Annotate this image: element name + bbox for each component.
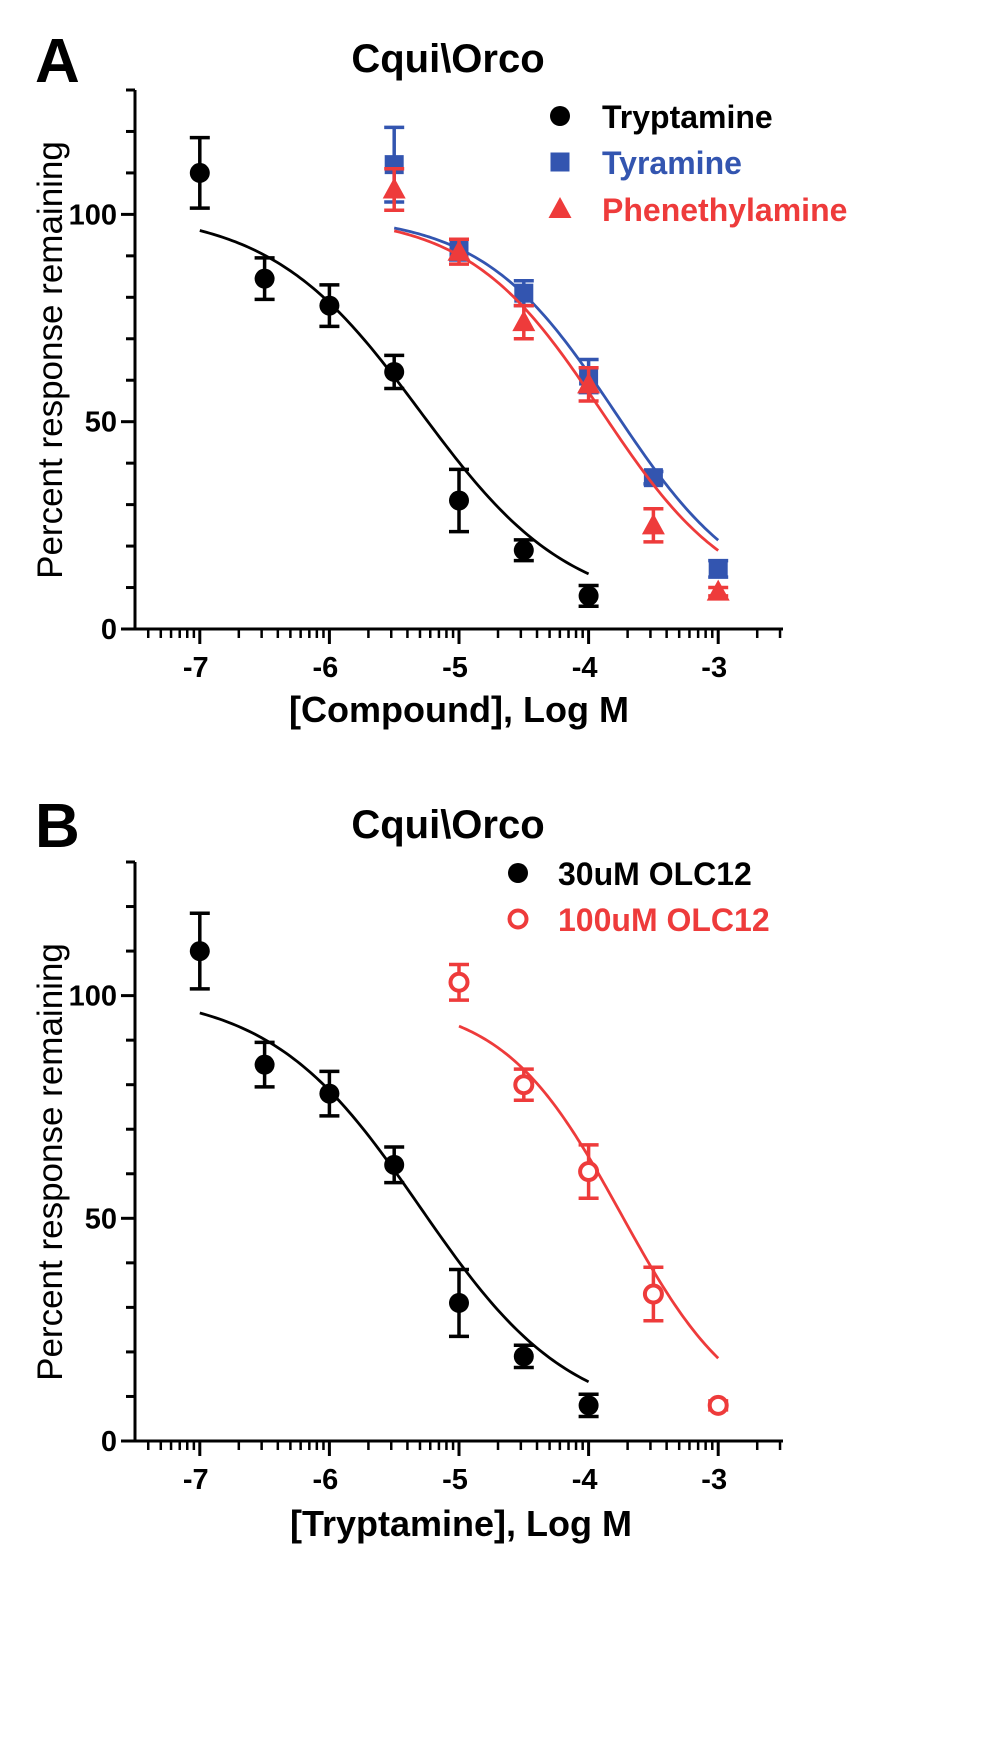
data-point — [708, 559, 728, 579]
x-tick-label: -7 — [183, 1464, 209, 1496]
fit-curve — [393, 226, 720, 542]
fit-curve — [393, 229, 720, 552]
legend-label: Tryptamine — [602, 99, 773, 135]
chart-title: Cqui\Orco — [351, 803, 544, 847]
data-point — [513, 1346, 534, 1367]
data-point — [449, 490, 469, 511]
data-point — [514, 283, 534, 303]
legend-marker — [507, 908, 529, 930]
series-phenethylamine — [382, 167, 730, 601]
chart-title: Cqui\Orco — [351, 37, 544, 81]
series-tryptamine — [189, 135, 599, 608]
data-point — [512, 310, 536, 332]
panel-letter: B — [35, 792, 80, 861]
legend-label: 30uM OLC12 — [558, 856, 752, 892]
data-point — [577, 372, 601, 394]
data-point — [449, 1292, 469, 1313]
data-point — [254, 1054, 275, 1075]
data-point — [578, 1161, 600, 1183]
y-axis-label: Percent response remaining — [31, 141, 70, 579]
data-point — [706, 579, 730, 601]
data-point — [189, 162, 210, 183]
y-tick-label: 50 — [85, 407, 117, 439]
panel-letter: A — [35, 27, 80, 96]
legend-marker — [548, 197, 572, 218]
data-point — [513, 540, 534, 561]
y-tick-label: 50 — [85, 1203, 117, 1235]
data-point — [254, 268, 275, 289]
data-point — [319, 1083, 340, 1104]
legend-label: 100uM OLC12 — [558, 902, 770, 938]
x-tick-label: -6 — [313, 652, 339, 684]
legend-marker — [550, 152, 570, 172]
data-point — [707, 1394, 729, 1416]
data-point — [578, 1395, 599, 1416]
x-tick-label: -3 — [701, 1464, 727, 1496]
legend-marker — [550, 106, 570, 126]
x-tick-label: -4 — [572, 652, 598, 684]
legend-label: Tyramine — [602, 145, 742, 181]
y-tick-label: 100 — [69, 199, 117, 231]
x-tick-label: -3 — [701, 652, 727, 684]
data-point — [447, 239, 471, 261]
x-axis-label: [Compound], Log M — [289, 689, 629, 730]
series-100um-olc12 — [448, 962, 729, 1416]
data-point — [578, 585, 599, 606]
y-tick-label: 0 — [101, 1426, 117, 1458]
x-tick-label: -5 — [442, 1464, 468, 1496]
series-30um-olc12 — [189, 911, 599, 1419]
y-tick-label: 100 — [69, 981, 117, 1013]
chart-panel-b: B Cqui\Orco 0 50 100 -7 -6 -5 -4 -3 [Tryptamine], … — [31, 792, 783, 1544]
legend-marker — [508, 863, 528, 883]
data-point — [513, 1074, 535, 1096]
x-tick-label: -5 — [442, 652, 468, 684]
data-point — [384, 361, 405, 382]
y-tick-label: 0 — [101, 614, 117, 646]
data-point — [189, 941, 210, 962]
data-point — [643, 468, 663, 488]
x-axis-label: [Tryptamine], Log M — [290, 1503, 632, 1544]
data-point — [641, 513, 665, 535]
data-point — [384, 1154, 405, 1175]
data-point — [448, 971, 470, 993]
data-point — [382, 177, 406, 199]
data-point — [319, 295, 340, 316]
y-axis-label: Percent response remaining — [31, 943, 70, 1381]
x-tick-label: -7 — [183, 652, 209, 684]
x-tick-label: -6 — [313, 1464, 339, 1496]
data-point — [642, 1283, 664, 1305]
chart-panel-a: A Cqui\Orco 0 50 100 -7 -6 -5 -4 -3 [Compound], Lo… — [31, 27, 847, 730]
legend-label: Phenethylamine — [602, 192, 847, 228]
x-tick-label: -4 — [572, 1464, 598, 1496]
